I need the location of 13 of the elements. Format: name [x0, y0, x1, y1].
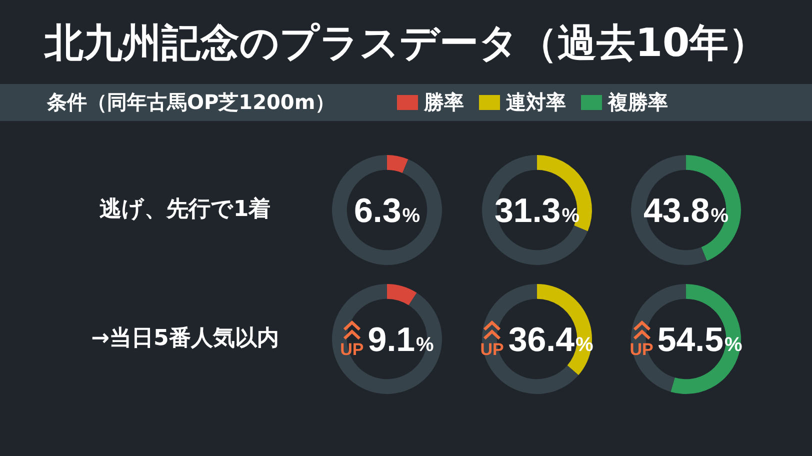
text: 6.3% [354, 192, 420, 230]
text: UP [340, 340, 364, 359]
text: 逃げ、先行で1着 [99, 197, 271, 223]
text: 43.8% [644, 192, 729, 230]
text: 北九州記念のプラスデータ（過去10年） [44, 21, 768, 66]
text: UP [480, 340, 504, 359]
text: UP [630, 340, 654, 359]
text: →当日5番人気以内 [91, 326, 279, 352]
legend-label: 連対率 [506, 90, 566, 114]
text: 9.1% [368, 321, 434, 359]
legend-label: 複勝率 [608, 90, 668, 114]
legend-label: 勝率 [424, 90, 464, 114]
text: 条件（同年古馬OP芝1200m） [47, 90, 336, 114]
